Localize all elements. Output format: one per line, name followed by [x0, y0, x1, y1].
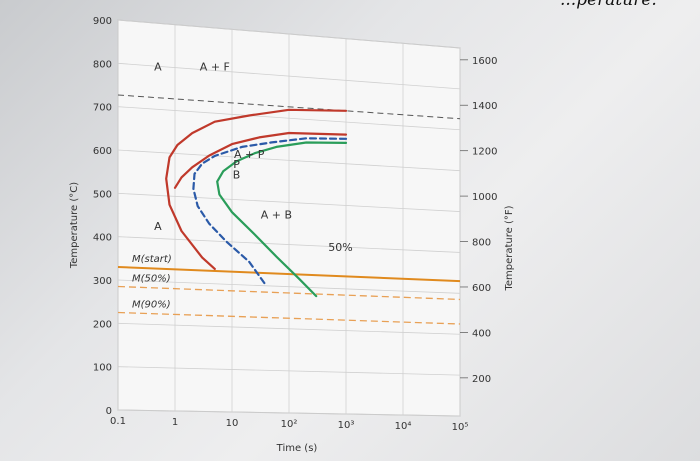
- region-label: A: [154, 220, 162, 233]
- martensite-label: M(90%): [132, 300, 171, 311]
- y-axis-label-left: Temperature (°C): [69, 182, 80, 269]
- region-label: A + F: [200, 61, 230, 74]
- y-tick-label-fahrenheit: 200: [472, 374, 491, 385]
- y-tick-label-fahrenheit: 1600: [472, 56, 497, 67]
- y-tick-label-fahrenheit: 1400: [472, 101, 497, 112]
- transformation-curve: [192, 137, 348, 287]
- page-heading-fragment: ...perature.: [560, 0, 657, 10]
- martensite-line: [117, 266, 461, 283]
- region-label: A: [154, 61, 162, 74]
- x-tick-label: 1: [172, 417, 178, 428]
- x-axis-label: Time (s): [276, 443, 318, 454]
- y-tick-label-celsius: 700: [93, 103, 112, 114]
- x-tick-label: 10²: [281, 419, 298, 430]
- x-tick-label: 10: [226, 418, 239, 429]
- y-tick-label-celsius: 500: [93, 189, 112, 200]
- y-tick-label-celsius: 600: [93, 146, 112, 157]
- region-label: 50%: [328, 241, 352, 254]
- region-label: B: [233, 168, 241, 181]
- martensite-line: [117, 311, 461, 325]
- y-tick-label-celsius: 0: [106, 406, 112, 417]
- y-tick-label-celsius: 200: [93, 319, 112, 330]
- y-tick-label-celsius: 300: [93, 276, 112, 287]
- martensite-label: M(start): [132, 254, 172, 265]
- region-label: A + B: [261, 209, 292, 222]
- y-tick-label-celsius: 400: [93, 233, 112, 244]
- region-label: P: [233, 158, 240, 171]
- transformation-curve: [216, 141, 348, 298]
- eutectoid-line: [117, 94, 461, 120]
- y-tick-label-celsius: 800: [93, 59, 112, 70]
- y-tick-label-fahrenheit: 1000: [472, 192, 497, 203]
- martensite-line: [117, 285, 461, 301]
- y-tick-label-fahrenheit: 600: [472, 283, 491, 294]
- region-label: A + P: [234, 148, 265, 161]
- y-tick-label-fahrenheit: 800: [472, 238, 491, 249]
- transformation-curve: [165, 108, 348, 270]
- x-tick-label: 10⁴: [395, 421, 412, 432]
- martensite-label: M(50%): [132, 274, 171, 285]
- x-tick-label: 0.1: [110, 416, 126, 427]
- y-tick-label-fahrenheit: 1200: [472, 147, 497, 158]
- y-tick-label-celsius: 100: [93, 363, 112, 374]
- y-axis-label-right: Temperature (°F): [504, 205, 515, 291]
- y-tick-label-fahrenheit: 400: [472, 328, 491, 339]
- transformation-curve: [173, 131, 348, 189]
- y-tick-label-celsius: 900: [93, 16, 112, 27]
- x-tick-label: 10⁵: [452, 422, 469, 433]
- x-tick-label: 10³: [338, 420, 355, 431]
